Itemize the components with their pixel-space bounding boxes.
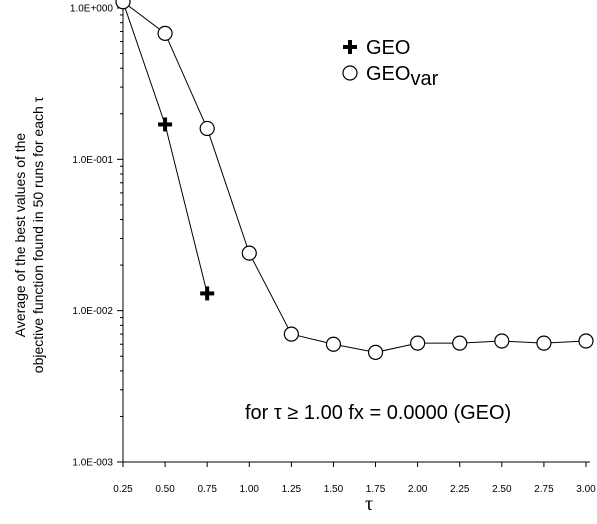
x-tick-label: 2.50 (492, 484, 512, 495)
axes (122, 8, 590, 463)
x-tick-label: 0.75 (197, 484, 217, 495)
point-geovar-circle (578, 333, 594, 349)
x-tick-label: 3.00 (576, 484, 596, 495)
legend-label-geovar: GEOvar (366, 63, 439, 90)
point-geovar-circle (367, 344, 384, 360)
point-geo-plus (158, 117, 173, 132)
y-axis-label: Average of the best values of the object… (12, 96, 46, 373)
point-geovar-circle (241, 245, 257, 261)
legend-label-geovar-base: GEO (366, 63, 410, 85)
y-ticks: 1.0E+000 1.0E-001 1.0E-002 1.0E-003 (70, 4, 123, 469)
point-geo-plus (200, 286, 215, 301)
series-layer (115, 0, 594, 360)
series-line-geovar (122, 1, 587, 353)
series-line-geo (122, 1, 208, 294)
point-geovar-circle (325, 336, 342, 352)
x-tick-label: 1.00 (240, 484, 260, 495)
x-tick-label: 0.50 (155, 484, 175, 495)
x-ticks: 0.25 0.50 0.75 1.00 1.25 1.50 1.75 2.00 2.25 2.50… (113, 462, 596, 495)
x-tick-label: 1.25 (282, 484, 302, 495)
point-geovar-circle (157, 25, 173, 41)
point-geovar-circle (199, 120, 215, 137)
point-geovar-circle (536, 335, 552, 351)
point-geovar-circle (283, 326, 299, 342)
legend-plus-marker (343, 40, 357, 54)
y-tick-label: 1.0E-001 (72, 155, 113, 166)
point-geovar-circle (115, 0, 131, 10)
legend-label-geo: GEO (366, 37, 410, 59)
x-tick-label: 2.25 (450, 484, 470, 495)
x-axis-label: τ (365, 493, 373, 515)
x-tick-label: 0.25 (113, 484, 133, 495)
y-axis-label-line-1: Average of the best values of the (12, 133, 28, 338)
x-tick-label: 1.75 (366, 484, 386, 495)
point-geovar-circle (452, 335, 468, 351)
y-axis-label-line-2: objective function found in 50 runs for … (30, 96, 46, 373)
legend-circle-marker (342, 65, 358, 81)
y-tick-label: 1.0E+000 (70, 4, 114, 15)
x-tick-label: 2.75 (534, 484, 554, 495)
x-tick-label: 1.50 (324, 484, 344, 495)
x-tick-label: 2.00 (408, 484, 428, 495)
legend: GEO GEOvar (342, 37, 439, 90)
y-tick-label: 1.0E-002 (72, 306, 113, 317)
point-geovar-circle (494, 333, 510, 349)
annotation-text: for τ ≥ 1.00 fx = 0.0000 (GEO) (245, 402, 511, 424)
point-geovar-circle (410, 335, 426, 351)
y-tick-label: 1.0E-003 (72, 458, 113, 469)
legend-label-geovar-subscript: var (410, 68, 438, 90)
